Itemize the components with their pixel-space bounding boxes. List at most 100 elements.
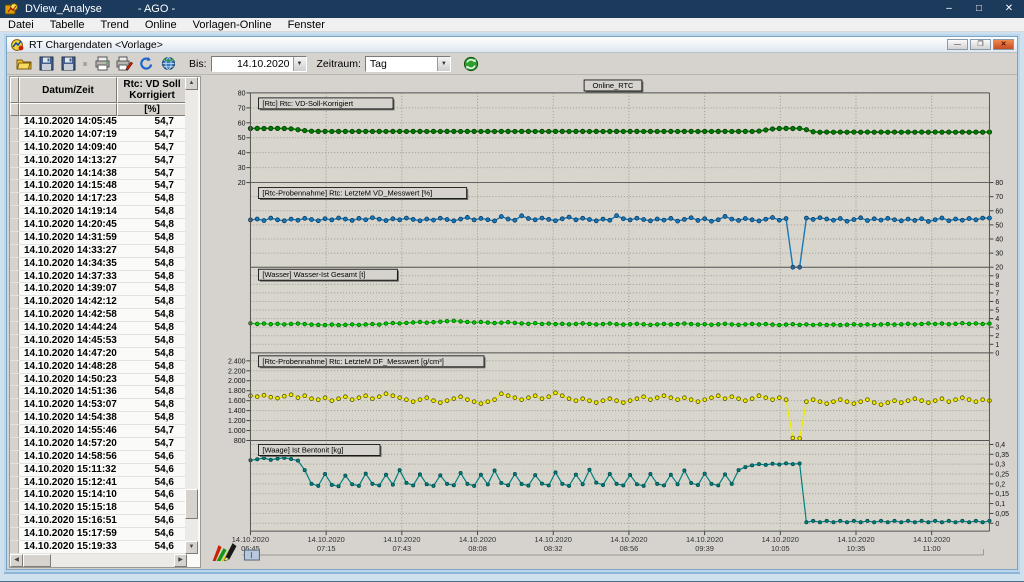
menu-item-online[interactable]: Online <box>137 18 185 32</box>
row-selector[interactable] <box>10 129 19 141</box>
menu-item-trend[interactable]: Trend <box>93 18 137 32</box>
scroll-up-button[interactable]: ▲ <box>185 77 198 90</box>
table-row[interactable]: 14.10.2020 15:19:3354,6 <box>10 541 187 554</box>
row-selector[interactable] <box>10 541 19 553</box>
maximize-button[interactable]: □ <box>964 0 994 18</box>
table-row[interactable]: 14.10.2020 15:17:5954,6 <box>10 528 187 541</box>
open-button[interactable] <box>14 55 34 73</box>
row-selector[interactable] <box>10 232 19 244</box>
menu-item-tabelle[interactable]: Tabelle <box>42 18 93 32</box>
row-selector[interactable] <box>10 180 19 192</box>
table-row[interactable]: 14.10.2020 14:33:2754,8 <box>10 245 187 258</box>
refresh-button[interactable] <box>136 55 156 73</box>
table-row[interactable]: 14.10.2020 14:57:2054,7 <box>10 438 187 451</box>
child-minimize-button[interactable]: — <box>947 39 968 50</box>
table-row[interactable]: 14.10.2020 14:45:5354,8 <box>10 335 187 348</box>
row-selector[interactable] <box>10 489 19 501</box>
row-selector[interactable] <box>10 399 19 411</box>
table-vertical-scrollbar[interactable]: ▲ ▼ <box>185 77 198 554</box>
menu-item-fenster[interactable]: Fenster <box>280 18 333 32</box>
table-row[interactable]: 14.10.2020 14:15:4854,7 <box>10 180 187 193</box>
row-selector[interactable] <box>10 116 19 128</box>
table-row[interactable]: 14.10.2020 15:14:1054,6 <box>10 489 187 502</box>
row-selector[interactable] <box>10 193 19 205</box>
zeitraum-dropdown-arrow[interactable]: ▼ <box>437 57 450 71</box>
table-row[interactable]: 14.10.2020 14:37:3354,8 <box>10 271 187 284</box>
minimize-button[interactable]: – <box>934 0 964 18</box>
bis-date-input[interactable]: 14.10.2020 ▼ <box>211 56 307 72</box>
row-selector[interactable] <box>10 374 19 386</box>
table-row[interactable]: 14.10.2020 14:44:2454,8 <box>10 322 187 335</box>
row-selector[interactable] <box>10 206 19 218</box>
table-row[interactable]: 14.10.2020 14:42:1254,8 <box>10 296 187 309</box>
date-dropdown-arrow[interactable]: ▼ <box>293 57 306 71</box>
row-selector[interactable] <box>10 168 19 180</box>
print-export-button[interactable] <box>114 55 134 73</box>
table-row[interactable]: 14.10.2020 14:31:5954,8 <box>10 232 187 245</box>
zeitraum-select[interactable]: Tag ▼ <box>365 56 451 72</box>
row-selector[interactable] <box>10 515 19 527</box>
row-selector[interactable] <box>10 283 19 295</box>
table-row[interactable]: 14.10.2020 14:13:2754,7 <box>10 155 187 168</box>
table-horizontal-scrollbar[interactable]: ◀ ▶ <box>10 554 187 567</box>
scroll-down-button[interactable]: ▼ <box>185 541 198 554</box>
row-selector[interactable] <box>10 258 19 270</box>
child-close-button[interactable]: ✕ <box>993 39 1014 50</box>
table-row[interactable]: 14.10.2020 14:51:3654,8 <box>10 386 187 399</box>
row-selector[interactable] <box>10 309 19 321</box>
row-selector[interactable] <box>10 386 19 398</box>
table-row[interactable]: 14.10.2020 14:14:3854,7 <box>10 168 187 181</box>
row-selector[interactable] <box>10 502 19 514</box>
row-selector[interactable] <box>10 451 19 463</box>
row-selector[interactable] <box>10 142 19 154</box>
table-row[interactable]: 14.10.2020 14:42:5854,8 <box>10 309 187 322</box>
row-selector[interactable] <box>10 271 19 283</box>
row-selector[interactable] <box>10 219 19 231</box>
row-selector[interactable] <box>10 464 19 476</box>
table-row[interactable]: 14.10.2020 14:39:0754,8 <box>10 283 187 296</box>
vertical-scroll-thumb[interactable] <box>185 489 198 519</box>
pen-tool-icon[interactable] <box>213 543 237 561</box>
table-row[interactable]: 14.10.2020 14:09:4054,7 <box>10 142 187 155</box>
row-selector[interactable] <box>10 438 19 450</box>
row-selector[interactable] <box>10 528 19 540</box>
scroll-right-button[interactable]: ▶ <box>174 554 187 567</box>
sync-online-button[interactable] <box>461 55 481 73</box>
row-selector[interactable] <box>10 322 19 334</box>
row-selector[interactable] <box>10 245 19 257</box>
table-row[interactable]: 14.10.2020 15:16:5154,6 <box>10 515 187 528</box>
table-row[interactable]: 14.10.2020 14:53:0754,8 <box>10 399 187 412</box>
row-selector[interactable] <box>10 425 19 437</box>
table-row[interactable]: 14.10.2020 14:48:2854,8 <box>10 361 187 374</box>
table-row[interactable]: 14.10.2020 15:12:4154,6 <box>10 477 187 490</box>
save-button[interactable] <box>36 55 56 73</box>
table-row[interactable]: 14.10.2020 15:15:1854,6 <box>10 502 187 515</box>
print-button[interactable] <box>92 55 112 73</box>
table-row[interactable]: 14.10.2020 14:05:4554,7 <box>10 116 187 129</box>
row-selector[interactable] <box>10 361 19 373</box>
row-selector[interactable] <box>10 296 19 308</box>
scroll-left-button[interactable]: ◀ <box>10 554 23 567</box>
row-selector[interactable] <box>10 348 19 360</box>
row-selector[interactable] <box>10 412 19 424</box>
row-selector[interactable] <box>10 335 19 347</box>
menu-item-datei[interactable]: Datei <box>0 18 42 32</box>
table-row[interactable]: 14.10.2020 14:50:2354,8 <box>10 374 187 387</box>
table-row[interactable]: 14.10.2020 14:20:4554,8 <box>10 219 187 232</box>
row-selector[interactable] <box>10 477 19 489</box>
horizontal-scroll-thumb[interactable] <box>23 554 51 567</box>
table-row[interactable]: 14.10.2020 14:07:1954,7 <box>10 129 187 142</box>
close-button[interactable]: ✕ <box>994 0 1024 18</box>
save-as-button[interactable] <box>58 55 78 73</box>
menu-item-vorlagen-online[interactable]: Vorlagen-Online <box>185 18 280 32</box>
column-header-rtc-vd-soll[interactable]: Rtc: VD Soll Korrigiert <box>117 77 187 103</box>
row-selector[interactable] <box>10 155 19 167</box>
table-row[interactable]: 14.10.2020 14:58:5654,6 <box>10 451 187 464</box>
child-restore-button[interactable]: ❐ <box>970 39 991 50</box>
table-row[interactable]: 14.10.2020 14:17:2354,8 <box>10 193 187 206</box>
column-header-datum-zeit[interactable]: Datum/Zeit <box>19 77 117 103</box>
table-row[interactable]: 14.10.2020 14:54:3854,8 <box>10 412 187 425</box>
table-row[interactable]: 14.10.2020 14:34:3554,8 <box>10 258 187 271</box>
globe-button[interactable] <box>158 55 178 73</box>
table-row[interactable]: 14.10.2020 14:55:4654,7 <box>10 425 187 438</box>
